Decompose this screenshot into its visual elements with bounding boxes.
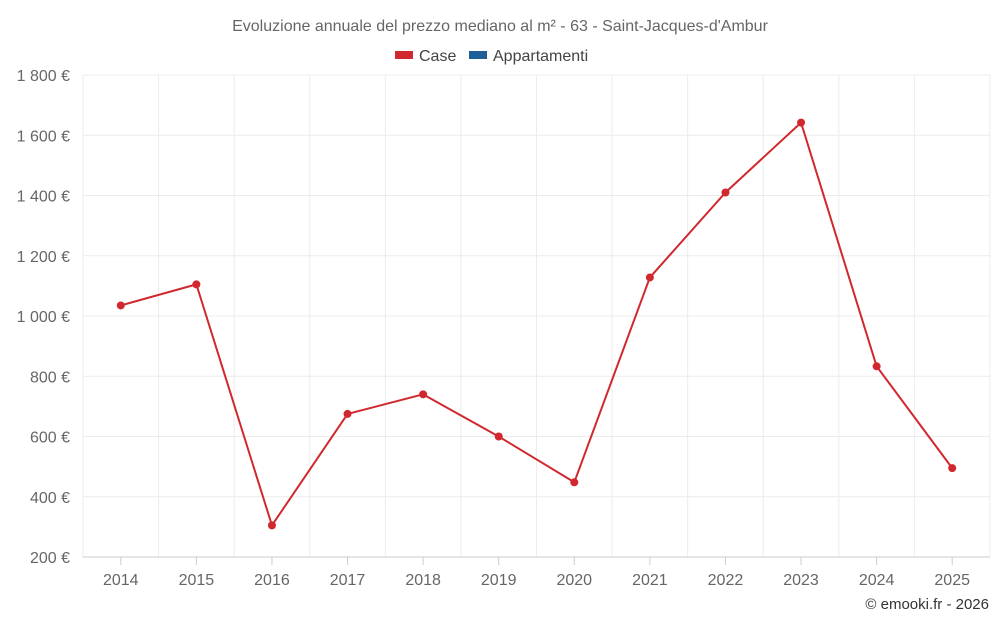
data-point-case-2021[interactable]	[645, 273, 654, 282]
legend-label-case: Case	[419, 48, 456, 65]
y-axis-ticks: 200 € 400 € 600 € 800 € 1 000 € 1 200 € 1 400 …	[17, 68, 70, 567]
legend-label-appartamenti: Appartamenti	[493, 48, 588, 65]
x-tick-label: 2014	[103, 572, 139, 589]
data-point-case-2024[interactable]	[872, 362, 881, 371]
x-tick-label: 2018	[405, 572, 441, 589]
y-tick-label: 200 €	[30, 550, 70, 567]
x-tick-label: 2023	[783, 572, 819, 589]
y-tick-label: 1 400 €	[17, 189, 70, 206]
legend-swatch-appartamenti	[469, 51, 487, 59]
data-point-case-2023[interactable]	[797, 118, 806, 127]
x-tick-label: 2022	[708, 572, 744, 589]
data-point-case-2025[interactable]	[948, 464, 957, 473]
data-point-case-2016[interactable]	[267, 521, 276, 530]
chart-title: Evoluzione annuale del prezzo mediano al…	[232, 18, 768, 35]
series-line-case	[120, 121, 954, 527]
data-point-case-2019[interactable]	[494, 432, 503, 441]
credit-text: © emooki.fr - 2026	[865, 596, 989, 613]
series-case	[116, 118, 957, 530]
x-tick-label: 2017	[330, 572, 366, 589]
y-tick-label: 1 800 €	[17, 68, 70, 85]
y-tick-label: 1 200 €	[17, 249, 70, 266]
y-tick-label: 1 600 €	[17, 128, 70, 145]
y-tick-label: 1 000 €	[17, 309, 70, 326]
x-tick-label: 2020	[556, 572, 592, 589]
x-tick-label: 2019	[481, 572, 517, 589]
data-point-case-2017[interactable]	[343, 409, 352, 418]
data-point-case-2018[interactable]	[419, 390, 428, 399]
x-tick-label: 2024	[859, 572, 895, 589]
legend: Case Appartamenti	[395, 48, 588, 65]
x-tick-label: 2016	[254, 572, 290, 589]
x-tick-label: 2025	[934, 572, 970, 589]
legend-swatch-case	[395, 51, 413, 59]
y-tick-label: 400 €	[30, 490, 70, 507]
y-tick-label: 800 €	[30, 369, 70, 386]
grid	[82, 74, 991, 557]
data-point-case-2014[interactable]	[116, 301, 125, 310]
data-point-case-2015[interactable]	[192, 280, 201, 289]
data-point-case-2020[interactable]	[570, 478, 579, 487]
x-tick-label: 2021	[632, 572, 668, 589]
legend-item-appartamenti[interactable]: Appartamenti	[469, 48, 588, 65]
legend-item-case[interactable]: Case	[395, 48, 456, 65]
x-tick-label: 2015	[179, 572, 215, 589]
x-axis-ticks: 2014 2015 2016 2017 2018 2019 2020 2021 2022 2023…	[103, 557, 970, 589]
data-point-case-2022[interactable]	[721, 188, 730, 197]
y-tick-label: 600 €	[30, 430, 70, 447]
